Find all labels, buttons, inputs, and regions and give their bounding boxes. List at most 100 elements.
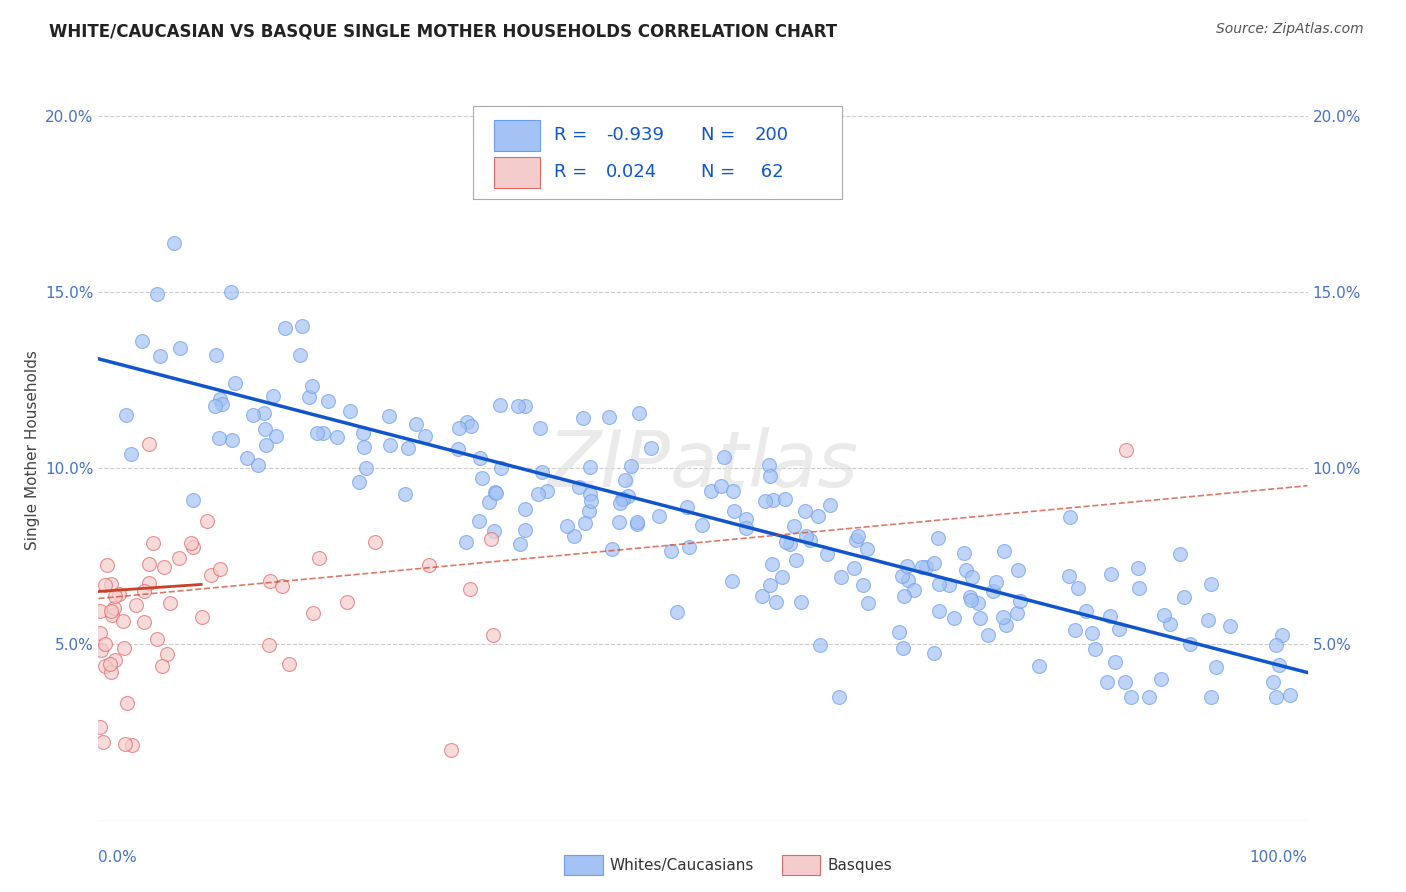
Point <box>928 604 950 618</box>
Point <box>598 410 620 425</box>
Point <box>620 458 643 473</box>
Point <box>112 641 135 656</box>
Point <box>675 500 697 515</box>
Point <box>396 442 419 456</box>
Point <box>562 529 585 543</box>
Point <box>1128 561 1150 575</box>
Text: WHITE/CAUCASIAN VS BASQUE SINGLE MOTHER HOUSEHOLDS CORRELATION CHART: WHITE/CAUCASIAN VS BASQUE SINGLE MOTHER … <box>49 22 838 40</box>
Point <box>762 492 785 507</box>
Point <box>710 479 733 493</box>
Point <box>536 483 558 498</box>
Point <box>775 535 797 549</box>
Point <box>274 321 297 335</box>
Point <box>927 532 949 546</box>
Point <box>447 421 470 435</box>
Point <box>893 589 915 603</box>
Point <box>578 486 600 500</box>
Point <box>1159 617 1181 632</box>
Point <box>509 537 531 551</box>
Point <box>700 484 723 499</box>
Point <box>131 334 153 348</box>
Point <box>149 349 172 363</box>
Point <box>981 584 1004 599</box>
Point <box>236 450 259 465</box>
Point <box>181 541 204 555</box>
FancyBboxPatch shape <box>564 855 603 875</box>
Point <box>754 493 776 508</box>
Point <box>447 442 470 456</box>
Point <box>138 557 160 571</box>
Point <box>969 611 991 625</box>
Text: 0.0%: 0.0% <box>98 850 138 865</box>
Point <box>1279 688 1302 702</box>
Point <box>1173 590 1195 604</box>
Point <box>579 460 602 475</box>
Point <box>966 596 988 610</box>
Point <box>938 578 960 592</box>
Point <box>114 737 136 751</box>
Point <box>1128 581 1150 595</box>
Point <box>325 430 347 444</box>
Point <box>180 535 202 549</box>
Point <box>264 428 287 442</box>
Point <box>104 653 127 667</box>
Point <box>1271 628 1294 642</box>
Point <box>456 415 478 429</box>
Point <box>1007 563 1029 577</box>
Point <box>307 425 329 440</box>
Point <box>308 550 330 565</box>
Point <box>98 657 121 671</box>
Point <box>259 574 281 588</box>
Point <box>181 493 204 508</box>
Point <box>1084 641 1107 656</box>
Point <box>1114 675 1136 690</box>
Point <box>513 399 536 413</box>
Point <box>844 533 866 548</box>
Point <box>263 389 285 403</box>
Point <box>896 558 918 573</box>
Point <box>1178 636 1201 650</box>
Point <box>942 611 965 625</box>
Point <box>1205 660 1227 674</box>
Point <box>628 407 651 421</box>
Text: 200: 200 <box>755 126 789 145</box>
Point <box>254 438 277 452</box>
Text: 0.024: 0.024 <box>606 163 658 181</box>
Point <box>481 533 503 547</box>
Point <box>1108 623 1130 637</box>
Point <box>439 742 461 756</box>
Point <box>855 541 877 556</box>
Point <box>626 516 648 531</box>
Text: N =: N = <box>700 163 741 181</box>
Point <box>138 576 160 591</box>
Point <box>312 426 335 441</box>
Point <box>405 417 427 432</box>
Point <box>914 560 936 574</box>
Point <box>995 618 1018 632</box>
Point <box>574 516 596 530</box>
Point <box>1197 613 1219 627</box>
Point <box>89 625 111 640</box>
Point <box>91 735 114 749</box>
Point <box>163 235 186 250</box>
Point <box>555 518 578 533</box>
Point <box>891 640 914 655</box>
Point <box>1199 577 1222 591</box>
Point <box>922 646 945 660</box>
Point <box>891 569 914 583</box>
Point <box>955 563 977 577</box>
Point <box>291 319 314 334</box>
Point <box>858 596 880 610</box>
Point <box>530 466 553 480</box>
Point <box>364 534 387 549</box>
Point <box>761 557 783 571</box>
Point <box>844 560 866 574</box>
Point <box>94 637 117 651</box>
Point <box>568 480 591 494</box>
Text: Whites/Caucasians: Whites/Caucasians <box>610 857 754 872</box>
Point <box>721 574 744 588</box>
Point <box>247 458 270 472</box>
Point <box>89 719 111 733</box>
Point <box>458 582 481 597</box>
Point <box>1265 639 1288 653</box>
